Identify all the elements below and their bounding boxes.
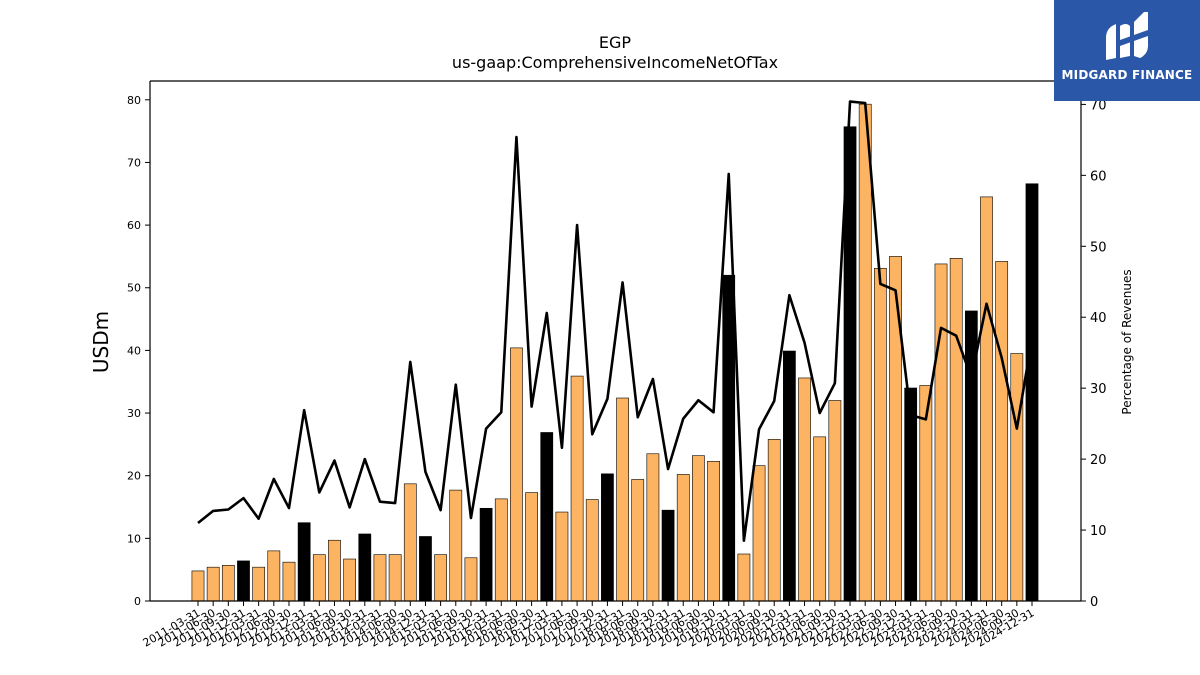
bar xyxy=(449,489,463,602)
y2-tick-label: 30 xyxy=(1090,382,1107,397)
y-tick-label: 10 xyxy=(127,532,141,545)
y-axis-label: USDm xyxy=(89,311,113,373)
bar xyxy=(191,570,205,602)
bar xyxy=(995,261,1009,602)
bar xyxy=(934,263,948,602)
bar xyxy=(297,522,311,602)
bar xyxy=(540,432,554,602)
y-tick-label: 80 xyxy=(127,94,141,107)
bar xyxy=(373,554,387,602)
bar xyxy=(267,550,281,602)
bar xyxy=(949,257,963,602)
bar xyxy=(510,347,523,602)
bar xyxy=(1010,353,1024,602)
bar xyxy=(221,564,235,602)
chart-title: EGP xyxy=(599,33,632,52)
y2-tick-label: 0 xyxy=(1090,595,1098,610)
bar xyxy=(722,274,736,602)
bar xyxy=(631,479,645,602)
logo: MIDGARD FINANCE xyxy=(1054,0,1200,101)
bar xyxy=(388,554,402,602)
bar xyxy=(601,473,614,602)
bar xyxy=(692,455,705,602)
bar xyxy=(312,554,326,602)
chart-subtitle: us-gaap:ComprehensiveIncomeNetOfTax xyxy=(452,53,778,72)
bar xyxy=(904,387,918,602)
bar xyxy=(479,507,493,602)
bar xyxy=(343,558,357,602)
bar xyxy=(889,256,902,602)
bar xyxy=(813,436,827,602)
bar xyxy=(585,499,599,602)
bar xyxy=(707,460,720,602)
bar xyxy=(206,566,220,602)
bar xyxy=(783,350,796,602)
bar xyxy=(858,103,872,602)
y-tick-label: 40 xyxy=(127,344,141,357)
bar xyxy=(464,557,478,602)
bar xyxy=(616,397,629,602)
y-tick-label: 20 xyxy=(127,470,141,483)
y2-axis-label: Percentage of Revenues xyxy=(1120,269,1134,414)
bar xyxy=(282,561,296,602)
bar xyxy=(798,377,811,602)
bar xyxy=(873,268,887,602)
bar xyxy=(980,196,993,602)
bar xyxy=(525,492,538,602)
y-tick-label: 70 xyxy=(127,156,141,169)
logo-mark-icon xyxy=(1106,12,1148,60)
bar xyxy=(752,465,766,602)
plot-area: 010203040506070800102030405060702011-03-… xyxy=(127,80,1107,650)
bar xyxy=(494,498,508,602)
bar xyxy=(661,509,675,602)
y2-tick-label: 40 xyxy=(1090,311,1107,326)
revenue-percentage-line xyxy=(197,100,1034,543)
y2-tick-label: 60 xyxy=(1090,169,1107,184)
bar xyxy=(1025,183,1039,602)
y-tick-label: 60 xyxy=(127,219,141,232)
bar xyxy=(328,539,341,602)
y2-tick-label: 10 xyxy=(1090,524,1107,539)
bar xyxy=(403,483,417,602)
bar xyxy=(555,511,569,602)
bar xyxy=(828,400,842,602)
bar xyxy=(434,554,447,602)
bar xyxy=(646,453,660,602)
bar xyxy=(419,536,432,602)
bar xyxy=(676,474,690,602)
bar xyxy=(358,533,372,602)
y-tick-label: 30 xyxy=(127,407,141,420)
bar xyxy=(767,439,781,602)
bar xyxy=(570,375,584,602)
logo-text: MIDGARD FINANCE xyxy=(1061,68,1193,82)
y2-tick-label: 50 xyxy=(1090,240,1107,255)
bar xyxy=(737,553,751,602)
y-tick-label: 0 xyxy=(134,595,141,608)
bar xyxy=(237,560,250,602)
bar xyxy=(252,566,266,602)
y2-tick-label: 70 xyxy=(1090,98,1107,113)
y-tick-label: 50 xyxy=(127,282,141,295)
y2-tick-label: 20 xyxy=(1090,453,1107,468)
